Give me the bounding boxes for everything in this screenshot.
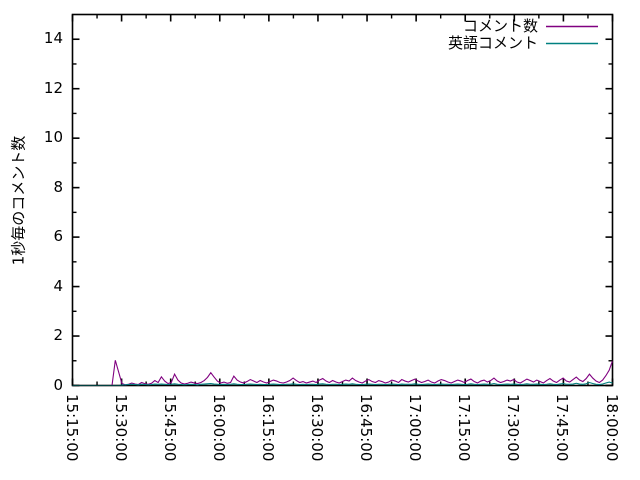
y-tick-label: 4 <box>53 276 63 295</box>
legend-label-0: コメント数 <box>462 16 538 35</box>
x-tick-label: 16:30:00 <box>307 394 326 462</box>
x-tick-label: 16:45:00 <box>357 394 376 462</box>
x-tick-label: 15:45:00 <box>160 394 179 462</box>
y-tick-label: 6 <box>53 227 63 246</box>
x-tick-label: 17:30:00 <box>504 394 523 462</box>
data-series-layer <box>72 360 613 386</box>
legend-sample-lines <box>546 25 598 45</box>
x-tick-label: 18:00:00 <box>602 394 621 462</box>
x-tick-label: 15:15:00 <box>62 394 81 462</box>
x-tick-label: 17:00:00 <box>406 394 425 462</box>
y-tick-label: 10 <box>43 128 63 147</box>
y-tick-label: 8 <box>53 177 63 196</box>
x-tick-label: 16:00:00 <box>209 394 228 462</box>
y-axis-title: 1秒毎のコメント数 <box>9 135 28 266</box>
x-tick-label: 17:15:00 <box>455 394 474 462</box>
x-tick-label: 17:45:00 <box>553 394 572 462</box>
y-tick-label: 14 <box>43 29 63 48</box>
x-tick-label: 15:30:00 <box>111 394 130 462</box>
x-tick-label: 16:15:00 <box>258 394 277 462</box>
y-tick-label: 0 <box>53 375 63 394</box>
series-line-1 <box>72 381 613 386</box>
series-line-0 <box>72 360 613 386</box>
y-tick-label: 12 <box>43 78 63 97</box>
y-tick-label: 2 <box>53 326 63 345</box>
legend-label-1: 英語コメント <box>447 33 538 52</box>
